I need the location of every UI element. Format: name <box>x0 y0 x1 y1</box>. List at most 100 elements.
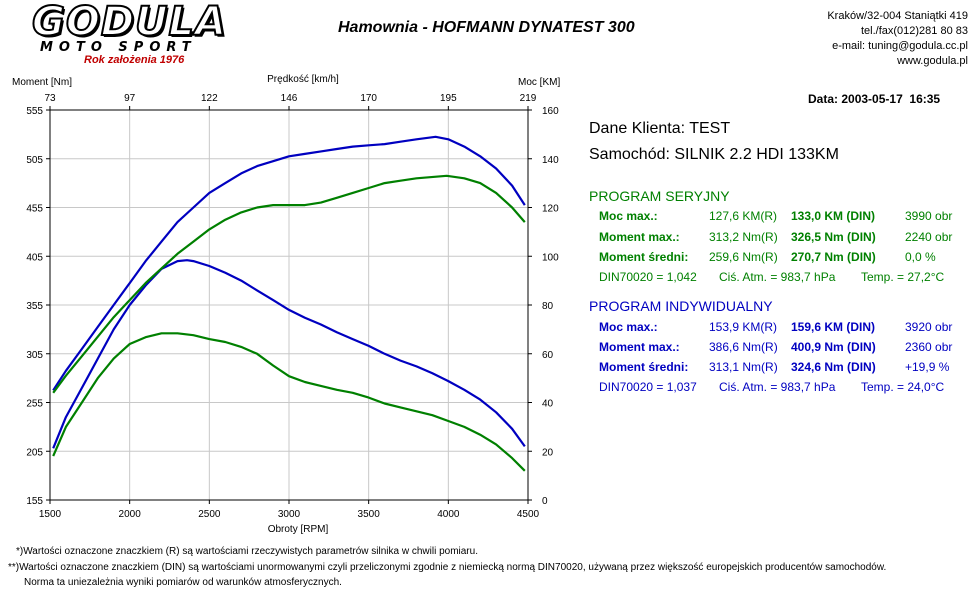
power-serial-curve <box>52 174 526 394</box>
date-stamp: Data: 2003-05-17 16:35 <box>808 92 940 106</box>
serial-torque-row: Moment max.: 313,2 Nm(R) 326,5 Nm (DIN) … <box>599 230 959 246</box>
y-right-tick-label: 0 <box>542 496 548 507</box>
row-label: Moment max.: <box>599 230 680 244</box>
serial-din-line: DIN70020 = 1,042 Ciś. Atm. = 983,7 hPa T… <box>599 270 959 286</box>
y-left-tick-label: 205 <box>26 447 43 458</box>
x-tick-label: 3500 <box>358 509 381 520</box>
row-din-value: 324,6 Nm (DIN) <box>791 360 876 374</box>
row-r-value: 153,9 KM(R) <box>709 320 778 334</box>
x-tick-label: 1500 <box>39 509 62 520</box>
din-factor: DIN70020 = 1,037 <box>599 380 697 394</box>
torque-individual-curve <box>52 259 526 449</box>
individual-program-heading: PROGRAM INDYWIDUALNY <box>589 298 773 314</box>
individual-avg-torque-row: Moment średni: 313,1 Nm(R) 324,6 Nm (DIN… <box>599 360 959 376</box>
row-din-value: 400,9 Nm (DIN) <box>791 340 876 354</box>
y-left-tick-label: 355 <box>26 301 43 312</box>
y-right-tick-label: 140 <box>542 155 559 166</box>
power-individual-curve <box>52 135 526 391</box>
y-right-tick-label: 80 <box>542 301 554 312</box>
y-left-tick-label: 555 <box>26 106 43 117</box>
row-r-value: 386,6 Nm(R) <box>709 340 778 354</box>
serial-power-row: Moc max.: 127,6 KM(R) 133,0 KM (DIN) 399… <box>599 209 959 225</box>
row-din-value: 326,5 Nm (DIN) <box>791 230 876 244</box>
atm-pressure: Ciś. Atm. = 983,7 hPa <box>719 380 836 394</box>
y-left-tick-label: 455 <box>26 204 43 215</box>
serial-program-heading: PROGRAM SERYJNY <box>589 188 730 204</box>
footnote-din: **)Wartości oznaczone znaczkiem (DIN) są… <box>8 562 887 573</box>
contact-website[interactable]: www.godula.pl <box>897 55 968 67</box>
chart-grid <box>46 106 532 504</box>
y-left-tick-label: 505 <box>26 155 43 166</box>
y-right-tick-label: 60 <box>542 350 554 361</box>
individual-power-row: Moc max.: 153,9 KM(R) 159,6 KM (DIN) 392… <box>599 320 959 336</box>
page-title: Hamownia - HOFMANN DYNATEST 300 <box>338 19 635 36</box>
row-din-value: 133,0 KM (DIN) <box>791 209 876 223</box>
contact-phone: tel./fax(012)281 80 83 <box>860 25 968 37</box>
torque-serial-curve <box>52 332 526 472</box>
logo-godula: GODULA <box>31 0 227 45</box>
x-tick-label: 2500 <box>198 509 221 520</box>
client-car: Samochód: SILNIK 2.2 HDI 133KM <box>589 146 839 163</box>
top-tick-label: 97 <box>124 93 136 104</box>
y-right-axis-label: Moc [KM] <box>518 77 560 88</box>
plot-frame <box>49 109 529 501</box>
logo-year: Rok założenia 1976 <box>84 54 185 66</box>
row-r-value: 259,6 Nm(R) <box>709 250 778 264</box>
chart-curves <box>52 135 526 472</box>
row-extra: +19,9 % <box>905 360 950 374</box>
row-extra: 2240 obr <box>905 230 953 244</box>
individual-din-line: DIN70020 = 1,037 Ciś. Atm. = 983,7 hPa T… <box>599 380 959 396</box>
contact-address: Kraków/32-004 Staniątki 419 <box>827 10 968 22</box>
top-tick-label: 73 <box>44 93 56 104</box>
y-right-tick-label: 100 <box>542 252 559 263</box>
row-din-value: 159,6 KM (DIN) <box>791 320 876 334</box>
top-axis-label: Prędkość [km/h] <box>267 74 339 85</box>
row-label: Moc max.: <box>599 320 658 334</box>
y-left-axis-label: Moment [Nm] <box>12 77 72 88</box>
din-factor: DIN70020 = 1,042 <box>599 270 697 284</box>
y-right-tick-label: 20 <box>542 447 554 458</box>
y-left-tick-label: 255 <box>26 399 43 410</box>
top-tick-label: 122 <box>201 93 218 104</box>
row-label: Moment średni: <box>599 360 689 374</box>
date-label: Data: <box>808 92 839 106</box>
x-tick-label: 2000 <box>119 509 142 520</box>
top-tick-label: 146 <box>281 93 298 104</box>
atm-pressure: Ciś. Atm. = 983,7 hPa <box>719 270 836 284</box>
x-tick-label: 4500 <box>517 509 540 520</box>
dyno-chart: 1500 2000 2500 3000 3500 4000 4500 73 97 122 146 17… <box>12 74 560 535</box>
row-r-value: 127,6 KM(R) <box>709 209 778 223</box>
row-r-value: 313,1 Nm(R) <box>709 360 778 374</box>
footnote-r: *)Wartości oznaczone znaczkiem (R) są wa… <box>16 546 478 557</box>
footnote-norm: Norma ta uniezależnia wyniki pomiarów od… <box>24 577 342 588</box>
row-extra: 3990 obr <box>905 209 953 223</box>
row-label: Moc max.: <box>599 209 658 223</box>
y-right-tick-label: 120 <box>542 204 559 215</box>
serial-avg-torque-row: Moment średni: 259,6 Nm(R) 270,7 Nm (DIN… <box>599 250 959 266</box>
y-left-tick-label: 305 <box>26 350 43 361</box>
y-right-tick-label: 40 <box>542 399 554 410</box>
individual-torque-row: Moment max.: 386,6 Nm(R) 400,9 Nm (DIN) … <box>599 340 959 356</box>
top-tick-label: 195 <box>440 93 457 104</box>
y-right-tick-label: 160 <box>542 106 559 117</box>
contact-email: e-mail: tuning@godula.cc.pl <box>832 40 968 52</box>
y-left-tick-label: 155 <box>26 496 43 507</box>
top-tick-label: 170 <box>360 93 377 104</box>
temperature: Temp. = 27,2°C <box>861 270 945 284</box>
row-din-value: 270,7 Nm (DIN) <box>791 250 876 264</box>
x-tick-label: 4000 <box>437 509 460 520</box>
temperature: Temp. = 24,0°C <box>861 380 945 394</box>
top-tick-label: 219 <box>520 93 537 104</box>
client-name: Dane Klienta: TEST <box>589 120 731 137</box>
x-tick-label: 3000 <box>278 509 301 520</box>
x-axis-label: Obroty [RPM] <box>268 524 329 535</box>
row-r-value: 313,2 Nm(R) <box>709 230 778 244</box>
chart-labels: 1500 2000 2500 3000 3500 4000 4500 73 97 122 146 17… <box>26 93 559 520</box>
logo-subtitle: MOTO SPORT <box>40 40 197 55</box>
y-left-tick-label: 405 <box>26 252 43 263</box>
row-label: Moment max.: <box>599 340 680 354</box>
row-extra: 3920 obr <box>905 320 953 334</box>
date-value: 2003-05-17 16:35 <box>841 92 941 106</box>
row-extra: 2360 obr <box>905 340 953 354</box>
row-label: Moment średni: <box>599 250 689 264</box>
